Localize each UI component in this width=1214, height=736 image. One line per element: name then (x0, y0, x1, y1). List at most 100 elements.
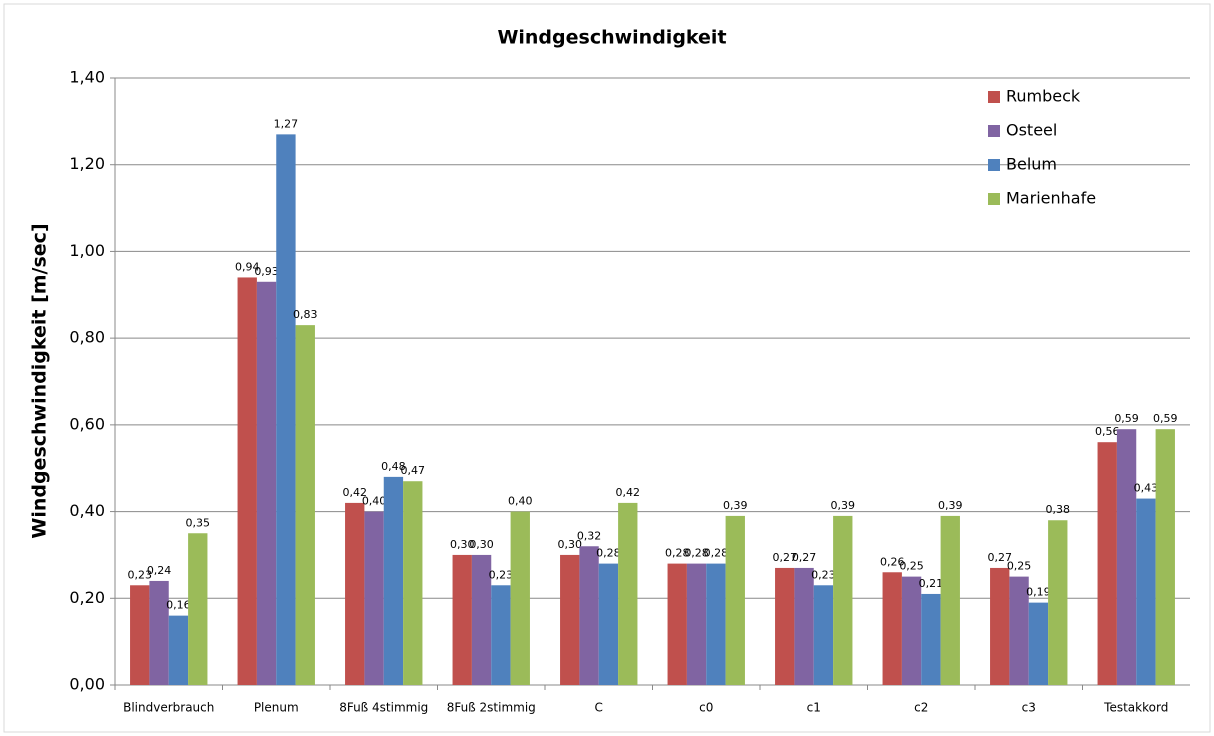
bar (618, 502, 638, 685)
bar (403, 481, 423, 685)
bar (725, 515, 745, 685)
bar (686, 563, 707, 685)
y-tick-label: 1,00 (69, 241, 105, 260)
x-tick-label: c3 (1022, 701, 1036, 715)
bar (1155, 429, 1175, 685)
bar (667, 563, 687, 685)
bar (813, 585, 834, 685)
value-label: 0,38 (1046, 503, 1071, 516)
bar (990, 567, 1010, 685)
value-label: 0,27 (987, 551, 1012, 564)
value-label: 0,27 (792, 551, 817, 564)
bar (452, 554, 472, 685)
bar (510, 511, 530, 685)
legend-label: Rumbeck (1006, 87, 1081, 106)
x-tick-label: 8Fuß 2stimmig (447, 701, 536, 715)
x-tick-label: Blindverbrauch (123, 701, 214, 715)
y-tick-label: 1,40 (69, 68, 105, 87)
value-label: 0,39 (723, 499, 748, 512)
x-tick-label: c2 (914, 701, 928, 715)
value-label: 0,28 (704, 547, 729, 560)
bar (706, 563, 726, 685)
value-label: 1,27 (274, 117, 299, 130)
value-label: 0,42 (342, 486, 367, 499)
value-label: 0,26 (880, 555, 905, 568)
y-tick-label: 0,80 (69, 328, 105, 347)
value-label: 0,39 (831, 499, 856, 512)
value-label: 0,30 (450, 538, 475, 551)
value-label: 0,59 (1153, 412, 1178, 425)
x-tick-label: 8Fuß 4stimmig (339, 701, 428, 715)
legend-swatch (988, 193, 1000, 205)
bar (256, 281, 277, 685)
value-label: 0,28 (596, 547, 621, 560)
x-tick-label: C (595, 701, 603, 715)
value-label: 0,25 (899, 560, 924, 573)
bar (579, 546, 599, 685)
y-tick-label: 0,40 (69, 501, 105, 520)
bar (295, 325, 315, 685)
value-label: 0,94 (235, 260, 260, 273)
bar (794, 567, 814, 685)
legend-swatch (988, 91, 1000, 103)
y-tick-label: 0,20 (69, 588, 105, 607)
value-label: 0,39 (938, 499, 963, 512)
bar (1028, 602, 1049, 685)
legend-label: Osteel (1006, 121, 1057, 140)
legend-swatch (988, 159, 1000, 171)
bar (1009, 576, 1029, 685)
value-label: 0,19 (1026, 586, 1051, 599)
value-label: 0,23 (811, 568, 836, 581)
chart-title: Windgeschwindigkeit (497, 27, 726, 49)
value-label: 0,28 (665, 547, 690, 560)
value-label: 0,27 (772, 551, 797, 564)
value-label: 0,30 (469, 538, 494, 551)
value-label: 0,83 (293, 308, 318, 321)
value-label: 0,25 (1007, 560, 1032, 573)
value-label: 0,23 (489, 568, 514, 581)
bar (1097, 442, 1117, 685)
value-label: 0,93 (254, 265, 279, 278)
bar (149, 580, 169, 685)
legend-swatch (988, 125, 1000, 137)
bar (1048, 520, 1068, 685)
y-tick-label: 0,00 (69, 675, 105, 694)
value-label: 0,32 (577, 529, 602, 542)
value-label: 0,16 (166, 599, 191, 612)
value-label: 0,42 (616, 486, 641, 499)
bar (775, 567, 795, 685)
x-tick-label: c1 (807, 701, 821, 715)
bar (882, 572, 902, 685)
bar (921, 593, 941, 685)
y-axis-label: Windgeschwindigkeit [m/sec] (29, 223, 51, 538)
bar (237, 277, 257, 685)
bar (130, 585, 150, 685)
value-label: 0,24 (147, 564, 172, 577)
value-label: 0,43 (1134, 482, 1159, 495)
value-label: 0,47 (401, 464, 426, 477)
x-tick-label: c0 (699, 701, 713, 715)
bar (901, 576, 922, 685)
bar (188, 533, 208, 685)
value-label: 0,23 (127, 568, 152, 581)
x-tick-label: Testakkord (1103, 701, 1168, 715)
bar (383, 476, 404, 685)
value-label: 0,40 (508, 495, 533, 508)
bar (1116, 429, 1137, 685)
bar (598, 563, 619, 685)
legend-label: Belum (1006, 155, 1057, 174)
x-tick-label: Plenum (254, 701, 299, 715)
value-label: 0,48 (381, 460, 406, 473)
bar (364, 511, 384, 685)
value-label: 0,28 (684, 547, 709, 560)
value-label: 0,40 (362, 495, 387, 508)
value-label: 0,56 (1095, 425, 1120, 438)
bar (345, 502, 365, 685)
y-tick-label: 0,60 (69, 414, 105, 433)
bar (940, 515, 960, 685)
value-label: 0,30 (557, 538, 582, 551)
bar (1136, 498, 1156, 685)
bar (560, 554, 580, 685)
bar (833, 515, 853, 685)
